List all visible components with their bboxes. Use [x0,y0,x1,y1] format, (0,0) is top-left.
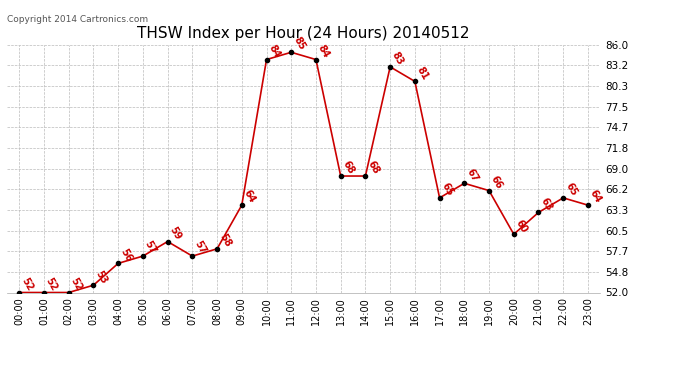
Text: 68: 68 [366,159,381,176]
Text: 53: 53 [93,268,109,285]
Text: 59: 59 [168,225,183,242]
Text: 64: 64 [241,189,257,205]
Text: 85: 85 [291,36,307,52]
Text: THSW  (°F): THSW (°F) [560,35,624,45]
Text: 52: 52 [19,276,34,292]
Text: 67: 67 [464,166,480,183]
Text: Copyright 2014 Cartronics.com: Copyright 2014 Cartronics.com [7,15,148,24]
Text: 57: 57 [143,239,158,256]
Text: 60: 60 [514,217,529,234]
Text: 81: 81 [415,64,431,81]
Text: 84: 84 [266,43,282,60]
Text: 64: 64 [588,189,603,205]
Title: THSW Index per Hour (24 Hours) 20140512: THSW Index per Hour (24 Hours) 20140512 [137,26,470,41]
Text: 52: 52 [69,276,84,292]
Text: 56: 56 [118,247,134,263]
Text: 66: 66 [489,174,504,190]
Text: 52: 52 [44,276,59,292]
Text: 65: 65 [563,181,579,198]
Text: 83: 83 [390,50,406,67]
Text: 68: 68 [341,159,356,176]
Text: 57: 57 [193,239,208,256]
Text: 63: 63 [538,196,554,212]
Text: 58: 58 [217,232,233,249]
Text: 84: 84 [316,43,331,60]
Text: 65: 65 [440,181,455,198]
